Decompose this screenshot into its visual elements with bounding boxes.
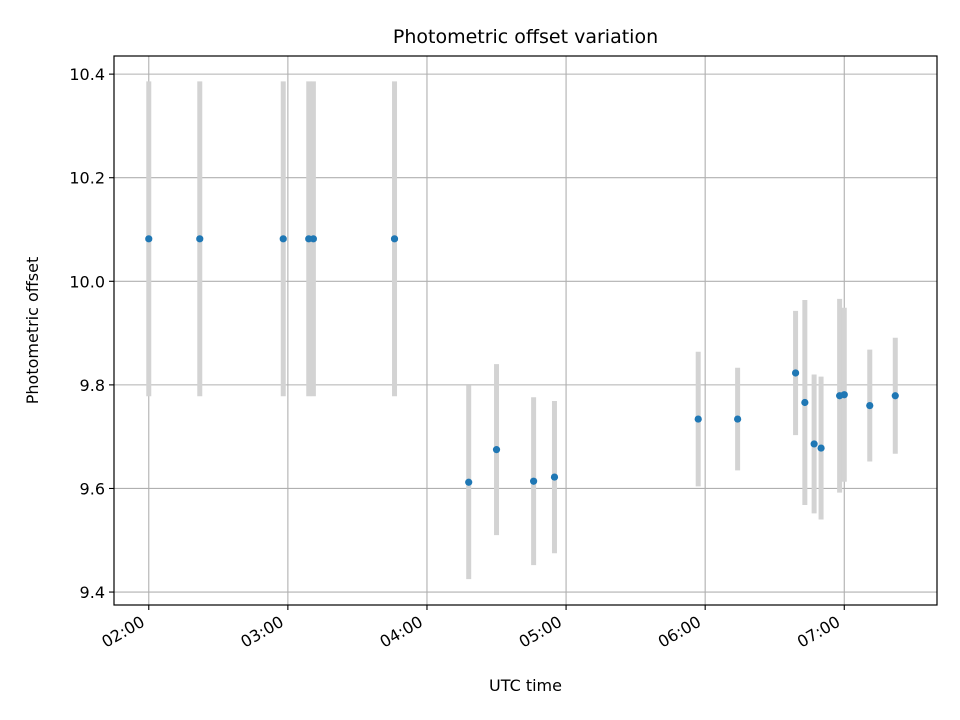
plot-frame (113, 55, 938, 606)
y-tick-label: 10.0 (69, 272, 105, 291)
x-tick-label: 02:00 (98, 612, 147, 652)
y-axis-ticks: 9.4 9.6 9.8 10.0 10.2 10.4 (69, 65, 114, 602)
data-point (309, 235, 317, 243)
data-point (279, 235, 287, 243)
data-point (817, 444, 825, 452)
y-tick-label: 10.4 (69, 65, 105, 84)
data-point (694, 415, 702, 423)
data-point (791, 369, 800, 377)
error-bars (146, 81, 898, 580)
x-tick-label: 03:00 (237, 612, 286, 652)
data-points (145, 235, 899, 486)
x-tick-label: 04:00 (377, 612, 426, 652)
data-point (492, 446, 501, 454)
data-point (734, 415, 742, 423)
x-tick-label: 07:00 (794, 612, 843, 652)
y-tick-label: 9.4 (80, 583, 105, 602)
data-point (840, 391, 848, 399)
data-point (196, 235, 204, 243)
y-tick-label: 10.2 (69, 169, 105, 188)
y-tick-label: 9.6 (80, 479, 105, 498)
y-axis-label: Photometric offset (23, 257, 42, 405)
x-tick-label: 05:00 (516, 612, 565, 652)
data-point (801, 398, 809, 407)
chart-title: Photometric offset variation (393, 26, 658, 48)
data-point (810, 440, 818, 448)
y-tick-label: 9.8 (80, 376, 105, 395)
data-point (465, 478, 473, 486)
data-point (866, 401, 874, 410)
data-point (530, 477, 538, 485)
grid (114, 56, 937, 605)
x-axis-ticks: 02:00 03:00 04:00 05:00 06:00 07:00 (98, 605, 845, 652)
x-axis-label: UTC time (489, 676, 562, 695)
x-tick-label: 06:00 (655, 612, 704, 652)
data-point (891, 392, 899, 400)
data-point (550, 473, 559, 481)
data-point (390, 235, 399, 243)
data-point (145, 235, 153, 243)
